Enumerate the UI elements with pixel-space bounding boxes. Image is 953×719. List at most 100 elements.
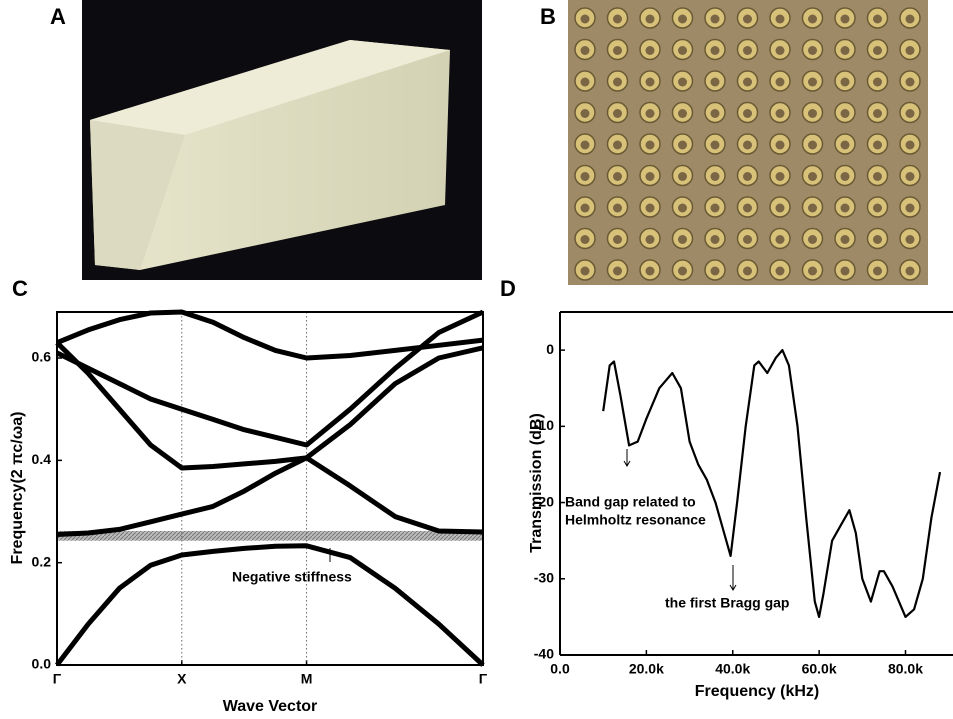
ring-hole <box>905 14 915 24</box>
ring-hole <box>613 266 622 276</box>
ring-hole <box>645 77 655 87</box>
ring-hole <box>808 203 817 213</box>
ring-hole <box>873 235 882 244</box>
ring-hole <box>580 172 590 181</box>
x-tick-label: Γ <box>479 671 488 687</box>
x-axis-label: Frequency (kHz) <box>695 683 819 700</box>
y-tick-label: 0.6 <box>32 349 52 365</box>
ring-hole <box>775 172 785 181</box>
ring-hole <box>580 266 590 276</box>
x-tick-label: X <box>177 671 187 687</box>
y-axis-label: Frequency(2 πc/ωa) <box>9 412 26 565</box>
ring-hole <box>710 77 720 87</box>
ring-hole <box>678 235 687 244</box>
x-tick-label: 80.0k <box>888 661 923 677</box>
block-end <box>90 120 185 270</box>
ring-hole <box>710 235 720 244</box>
x-tick-label: Γ <box>53 671 62 687</box>
ring-hole <box>905 77 915 87</box>
ring-hole <box>678 172 687 181</box>
ring-hole <box>678 46 687 55</box>
ring-hole <box>775 77 785 87</box>
ring-hole <box>580 203 590 213</box>
ring-hole <box>613 235 622 244</box>
panel-label: A <box>50 4 66 29</box>
ring-hole <box>645 46 655 55</box>
ring-hole <box>743 266 752 276</box>
ring-hole <box>775 14 785 24</box>
ring-hole <box>905 266 915 276</box>
ring-hole <box>710 266 720 276</box>
ring-hole <box>613 46 622 55</box>
arrow-head <box>729 584 737 591</box>
ring-hole <box>645 109 655 118</box>
ring-hole <box>710 140 720 150</box>
ring-hole <box>808 77 817 87</box>
y-tick-label: 0.2 <box>32 553 52 569</box>
series-line <box>56 309 484 361</box>
ring-hole <box>710 109 720 118</box>
ring-hole <box>873 172 882 181</box>
y-tick-label: 0.4 <box>32 451 52 467</box>
ring-hole <box>808 172 817 181</box>
annotation: Negative stiffness <box>232 569 352 585</box>
ring-hole <box>840 203 850 213</box>
x-tick-label: 60.0k <box>802 661 837 677</box>
ring-hole <box>840 77 850 87</box>
series-line <box>55 543 485 667</box>
ring-hole <box>710 46 720 55</box>
ring-hole <box>678 203 687 213</box>
ring-hole <box>873 77 882 87</box>
y-tick-label: -20 <box>534 493 554 509</box>
ring-hole <box>613 203 622 213</box>
x-axis-label: Wave Vector <box>223 698 318 715</box>
y-tick-label: 0 <box>546 341 554 357</box>
ring-hole <box>613 172 622 181</box>
panel-label: B <box>540 4 556 29</box>
ring-hole <box>808 266 817 276</box>
ring-hole <box>873 203 882 213</box>
ring-hole <box>905 140 915 150</box>
ring-hole <box>613 109 622 118</box>
plot-frame <box>56 311 484 666</box>
annotation: Band gap related to <box>565 494 696 510</box>
ring-hole <box>873 46 882 55</box>
ring-hole <box>808 14 817 24</box>
ring-hole <box>613 77 622 87</box>
ring-hole <box>743 46 752 55</box>
ring-hole <box>905 172 915 181</box>
ring-hole <box>743 140 752 150</box>
ring-hole <box>905 203 915 213</box>
series-line <box>56 455 484 537</box>
ring-hole <box>808 140 817 150</box>
ring-hole <box>808 109 817 118</box>
ring-hole <box>873 109 882 118</box>
ring-hole <box>710 172 720 181</box>
ring-hole <box>775 203 785 213</box>
ring-array <box>574 7 921 281</box>
block-top <box>90 40 450 135</box>
ring-hole <box>645 172 655 181</box>
x-tick-label: 20.0k <box>629 661 664 677</box>
ring-hole <box>645 140 655 150</box>
ring-hole <box>580 109 590 118</box>
series-line <box>55 340 484 471</box>
ring-hole <box>743 77 752 87</box>
ring-hole <box>808 46 817 55</box>
ring-hole <box>678 266 687 276</box>
ring-hole <box>775 109 785 118</box>
ring-hole <box>580 140 590 150</box>
y-tick-label: -10 <box>534 417 554 433</box>
ring-hole <box>613 140 622 150</box>
ring-hole <box>840 46 850 55</box>
ring-hole <box>873 266 882 276</box>
ring-hole <box>743 109 752 118</box>
ring-hole <box>580 46 590 55</box>
ring-hole <box>678 109 687 118</box>
ring-hole <box>710 14 720 24</box>
shaded-band <box>57 530 483 541</box>
ring-hole <box>905 235 915 244</box>
y-tick-label: 0.0 <box>32 656 52 672</box>
ring-hole <box>840 109 850 118</box>
